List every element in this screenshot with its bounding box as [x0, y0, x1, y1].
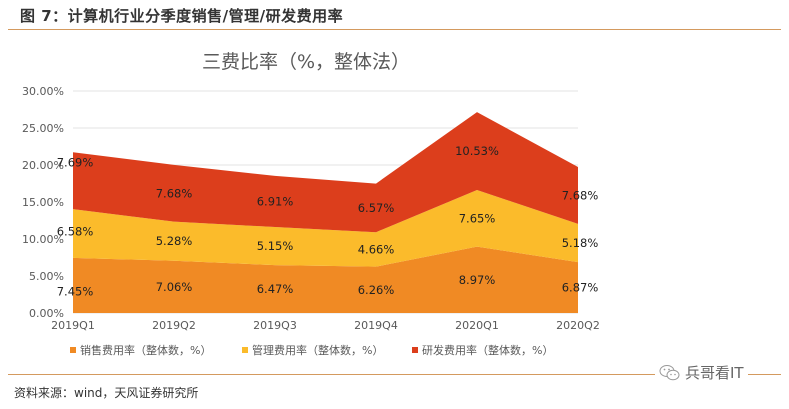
- data-label: 7.69%: [57, 156, 94, 170]
- data-label: 8.97%: [459, 273, 496, 287]
- chart-title: 三费比率（%，整体法）: [202, 51, 410, 73]
- data-label: 5.15%: [257, 239, 294, 253]
- source-note: 资料来源：wind，天风证券研究所: [14, 386, 199, 400]
- wechat-icon: [659, 364, 681, 382]
- y-tick-label: 0.00%: [29, 307, 64, 320]
- y-tick-label: 20.00%: [22, 159, 64, 172]
- x-tick-label: 2019Q1: [51, 319, 95, 332]
- y-tick-label: 5.00%: [29, 270, 64, 283]
- area-3: [73, 112, 578, 233]
- legend-label: 研发费用率（整体数，%）: [422, 343, 553, 357]
- data-label: 6.91%: [257, 194, 294, 208]
- data-labels: 7.45% 7.06% 6.47% 6.26% 8.97% 6.87% 6.58% 5.28%…: [57, 144, 599, 298]
- y-tick-label: 10.00%: [22, 233, 64, 246]
- x-tick-label: 2020Q2: [556, 319, 600, 332]
- x-tick-label: 2019Q3: [253, 319, 297, 332]
- data-label: 6.58%: [57, 225, 94, 239]
- data-label: 6.26%: [358, 283, 395, 297]
- data-label: 10.53%: [455, 144, 499, 158]
- data-label: 7.45%: [57, 284, 94, 298]
- data-label: 7.06%: [156, 280, 193, 294]
- x-axis-ticks: 2019Q1 2019Q2 2019Q3 2019Q4 2020Q1 2020Q2: [51, 319, 600, 332]
- y-tick-label: 15.00%: [22, 196, 64, 209]
- data-label: 6.47%: [257, 282, 294, 296]
- data-label: 7.68%: [156, 186, 193, 200]
- y-tick-label: 25.00%: [22, 122, 64, 135]
- area-series: [73, 112, 578, 313]
- data-label: 7.68%: [562, 188, 599, 202]
- y-axis-ticks: 0.00% 5.00% 10.00% 15.00% 20.00% 25.00% 30.00%: [22, 85, 64, 320]
- top-divider: [8, 29, 781, 30]
- data-label: 5.18%: [562, 236, 599, 250]
- area-2: [73, 190, 578, 267]
- watermark: 兵哥看IT: [655, 362, 748, 383]
- stacked-area-chart: 三费比率（%，整体法） 0.00% 5.00% 10.00% 15.00% 20.00%…: [22, 51, 600, 357]
- watermark-text: 兵哥看IT: [685, 364, 744, 382]
- legend-swatch: [242, 347, 248, 353]
- bottom-divider: [8, 374, 781, 375]
- legend-swatch: [70, 347, 76, 353]
- y-tick-label: 30.00%: [22, 85, 64, 98]
- legend: 销售费用率（整体数，%） 管理费用率（整体数，%） 研发费用率（整体数，%）: [70, 343, 553, 357]
- area-1: [73, 246, 578, 313]
- x-tick-label: 2020Q1: [455, 319, 499, 332]
- data-label: 4.66%: [358, 242, 395, 256]
- data-label: 6.87%: [562, 281, 599, 295]
- data-label: 5.28%: [156, 234, 193, 248]
- legend-label: 管理费用率（整体数，%）: [252, 343, 383, 357]
- figure-title: 图 7：计算机行业分季度销售/管理/研发费用率: [20, 7, 344, 25]
- legend-swatch: [412, 347, 418, 353]
- x-tick-label: 2019Q2: [152, 319, 196, 332]
- data-label: 6.57%: [358, 201, 395, 215]
- data-label: 7.65%: [459, 211, 496, 225]
- x-tick-label: 2019Q4: [354, 319, 398, 332]
- legend-label: 销售费用率（整体数，%）: [80, 343, 211, 357]
